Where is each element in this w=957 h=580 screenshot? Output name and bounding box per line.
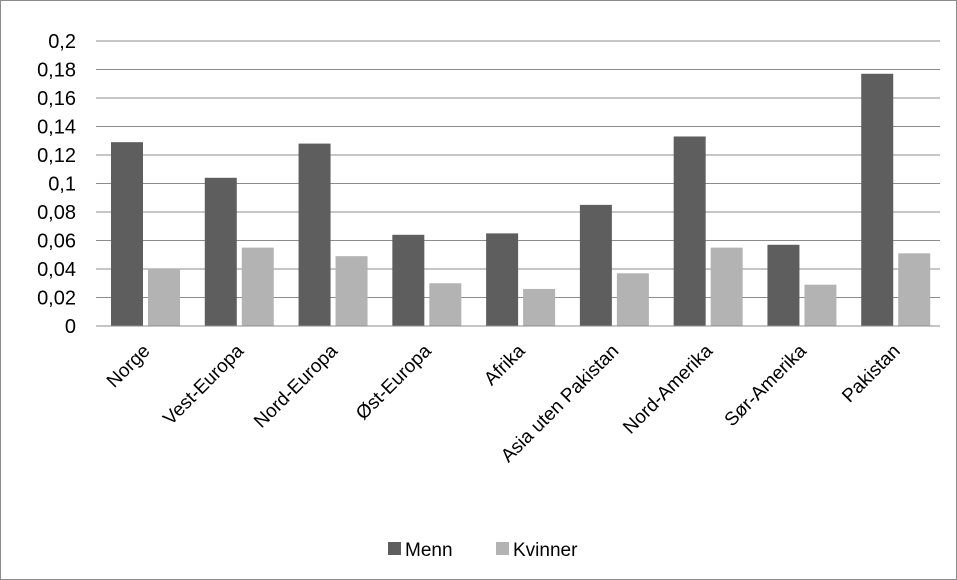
bar-menn-3 [392, 234, 425, 326]
bar-menn-2 [298, 143, 331, 326]
legend-label: Kvinner [513, 540, 578, 561]
bar-menn-8 [861, 73, 894, 327]
bar-kvinner-0 [148, 269, 180, 326]
bar-menn-7 [767, 244, 800, 326]
bar-kvinner-6 [710, 247, 743, 326]
x-tick-label: Afrika [480, 340, 529, 389]
bar-menn-6 [673, 136, 706, 326]
y-tick-label: 0,12 [37, 145, 76, 167]
bar-menn-0 [111, 142, 143, 326]
y-tick-label: 0,04 [37, 259, 76, 281]
bar-kvinner-4 [523, 288, 556, 326]
bar-kvinner-1 [241, 247, 274, 326]
legend-label: Menn [405, 540, 453, 561]
bars [111, 73, 931, 327]
legend: Menn Kvinner [388, 540, 578, 561]
x-tick-label: Vest-Europa [159, 340, 248, 429]
legend-swatch-kvinner [496, 542, 509, 555]
y-tick-label: 0 [65, 316, 76, 338]
x-tick-label: Pakistan [838, 341, 904, 407]
y-tick-label: 0,16 [37, 88, 76, 110]
bar-kvinner-7 [804, 284, 837, 326]
x-tick-label: Øst-Europa [352, 340, 436, 424]
bar-menn-4 [486, 233, 519, 326]
x-tick-label: Norge [103, 341, 154, 392]
bar-kvinner-2 [335, 256, 368, 326]
y-axis-ticks: 0 0,02 0,04 0,06 0,08 0,1 0,12 0,14 0,16 0,18 0,2 [37, 31, 76, 338]
y-tick-label: 0,08 [37, 202, 76, 224]
bar-kvinner-3 [429, 283, 462, 326]
y-tick-label: 0,06 [37, 231, 76, 253]
bar-kvinner-5 [616, 273, 649, 326]
x-axis-labels: Norge Vest-Europa Nord-Europa Øst-Europa Afr… [103, 340, 905, 466]
y-tick-label: 0,1 [48, 174, 76, 196]
x-tick-label: Nord-Europa [250, 340, 342, 432]
x-tick-label: Sør-Amerika [721, 340, 812, 431]
x-tick-label: Nord-Amerika [619, 340, 717, 438]
y-tick-label: 0,18 [37, 60, 76, 82]
y-tick-label: 0,14 [37, 117, 76, 139]
bar-menn-1 [204, 177, 237, 326]
legend-swatch-menn [388, 542, 401, 555]
bar-kvinner-8 [898, 253, 931, 326]
y-tick-label: 0,02 [37, 288, 76, 310]
bar-menn-5 [579, 204, 612, 326]
y-tick-label: 0,2 [48, 31, 76, 53]
